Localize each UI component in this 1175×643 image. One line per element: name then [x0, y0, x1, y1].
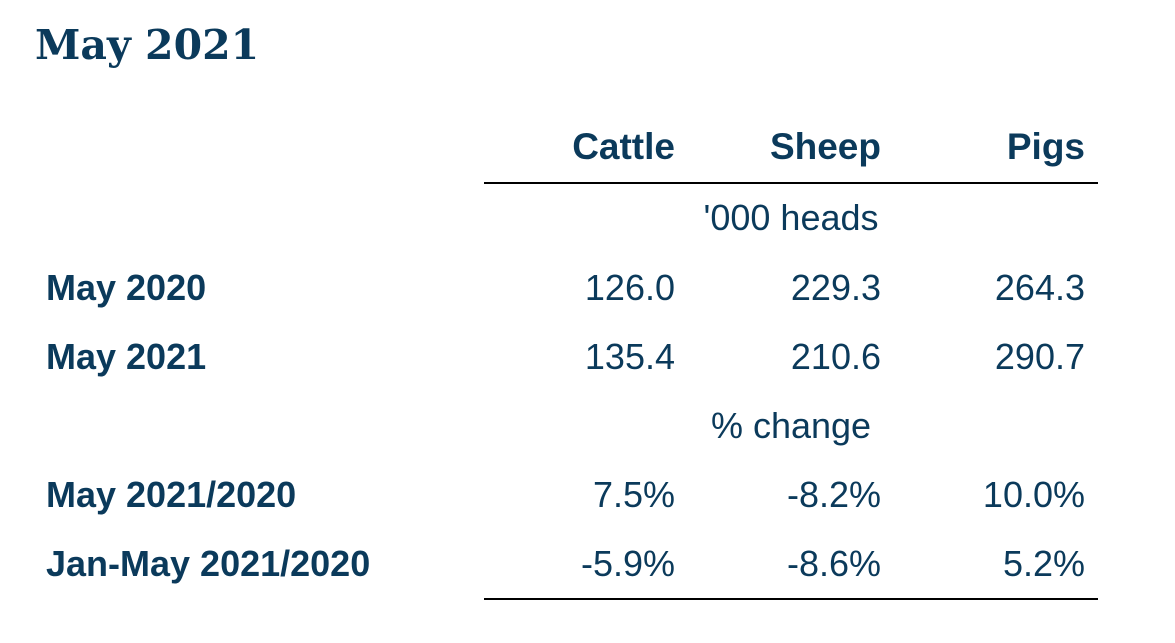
row-label: May 2021 [46, 336, 207, 377]
cell-cattle: 126.0 [584, 267, 675, 308]
cell-sheep: 210.6 [790, 336, 881, 377]
cell-sheep: -8.6% [786, 543, 881, 584]
cell-sheep: -8.2% [786, 474, 881, 515]
cell-pigs: 10.0% [982, 474, 1085, 515]
row-label: May 2020 [46, 267, 207, 308]
column-header-pigs: Pigs [1006, 126, 1085, 167]
cell-cattle: -5.9% [580, 543, 675, 584]
column-header-sheep: Sheep [769, 126, 881, 167]
cell-pigs: 5.2% [1002, 543, 1085, 584]
table-row: May 2020 126.0 229.3 264.3 [0, 262, 1175, 314]
row-label: May 2021/2020 [46, 474, 297, 515]
table-row: Jan-May 2021/2020 -5.9% -8.6% 5.2% [0, 538, 1175, 590]
column-header-cattle: Cattle [572, 126, 675, 167]
table-row: May 2021/2020 7.5% -8.2% 10.0% [0, 469, 1175, 521]
cell-sheep: 229.3 [790, 267, 881, 308]
cell-cattle: 7.5% [592, 474, 675, 515]
cell-pigs: 290.7 [994, 336, 1085, 377]
table-row: May 2021 135.4 210.6 290.7 [0, 331, 1175, 383]
header-rule [484, 182, 1098, 184]
page-title: May 2021 [35, 21, 260, 69]
row-label: Jan-May 2021/2020 [46, 543, 371, 584]
unit-label-heads: '000 heads [703, 197, 879, 238]
footer-rule [484, 598, 1098, 600]
cell-pigs: 264.3 [994, 267, 1085, 308]
unit-label-percent-change: % change [710, 405, 872, 446]
cell-cattle: 135.4 [584, 336, 675, 377]
